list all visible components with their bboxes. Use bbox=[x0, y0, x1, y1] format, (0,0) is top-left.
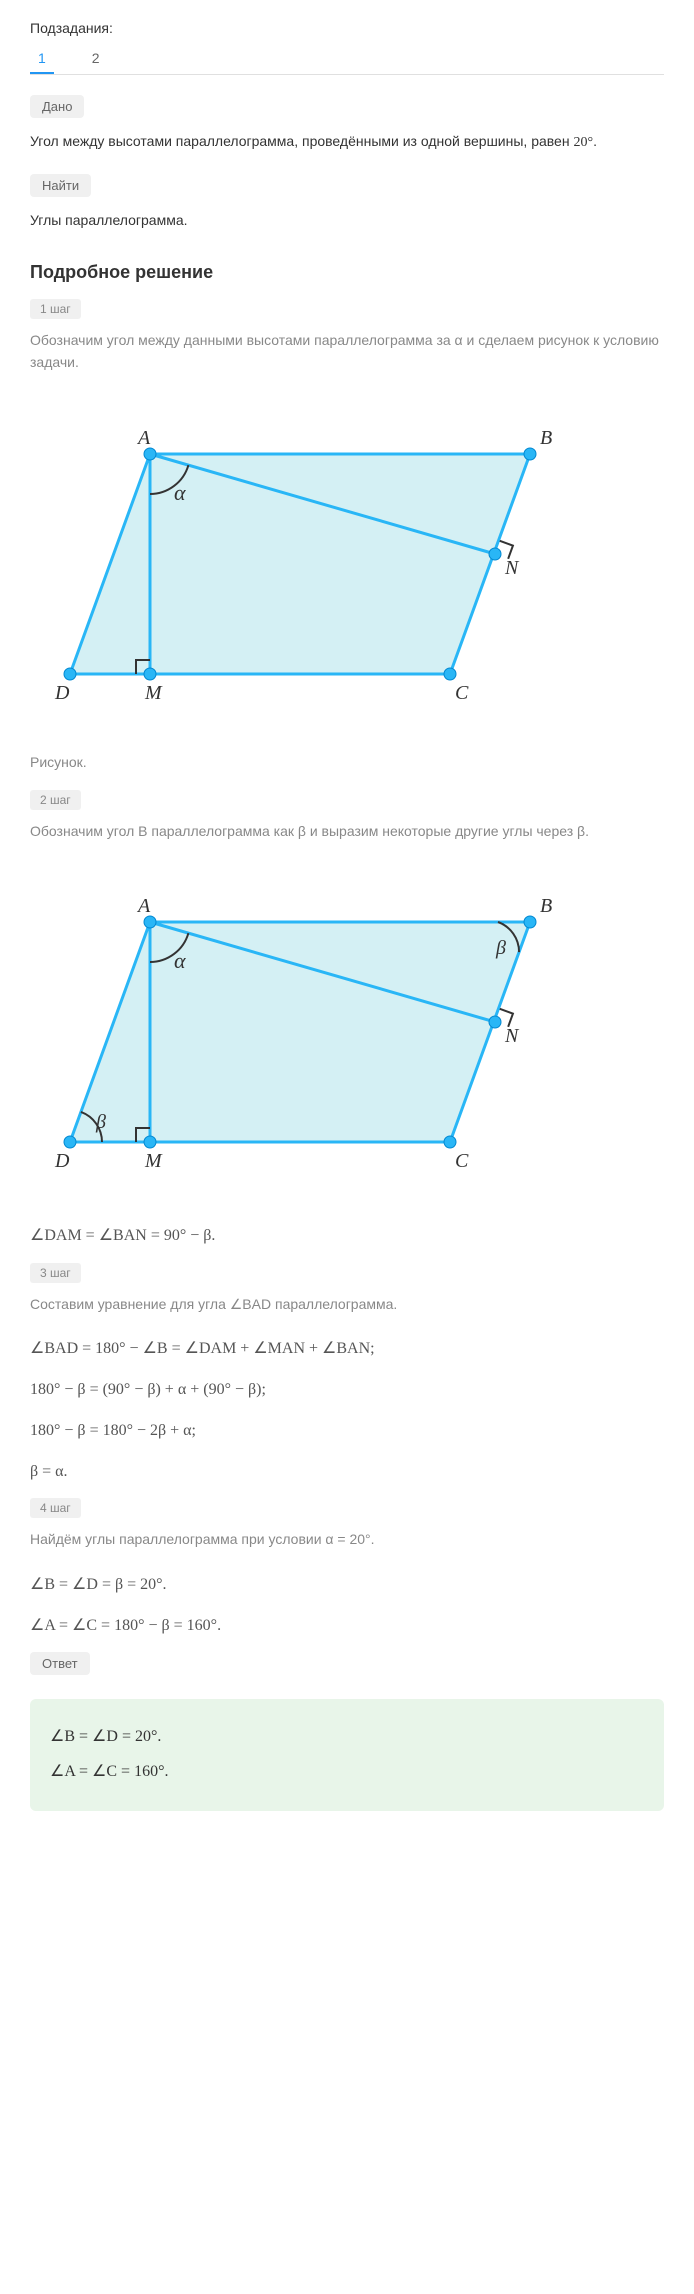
given-chip: Дано bbox=[30, 95, 84, 118]
svg-text:α: α bbox=[174, 948, 186, 973]
svg-text:A: A bbox=[136, 427, 151, 449]
svg-text:N: N bbox=[504, 1025, 520, 1047]
formula-4: 180° − β = 180° − 2β + α; bbox=[30, 1417, 664, 1446]
svg-text:M: M bbox=[144, 682, 163, 704]
answer-2: ∠A = ∠C = 160°. bbox=[50, 1758, 644, 1787]
given-text: Угол между высотами параллелограмма, про… bbox=[30, 130, 664, 154]
svg-text:D: D bbox=[54, 1150, 70, 1172]
svg-text:D: D bbox=[54, 682, 70, 704]
diagram1-caption: Рисунок. bbox=[30, 754, 664, 770]
svg-text:β: β bbox=[495, 937, 506, 959]
svg-text:B: B bbox=[540, 895, 552, 917]
formula-3: 180° − β = (90° − β) + α + (90° − β); bbox=[30, 1376, 664, 1405]
svg-text:β: β bbox=[95, 1111, 106, 1133]
formula-1: ∠DAM = ∠BAN = 90° − β. bbox=[30, 1222, 664, 1251]
find-text: Углы параллелограмма. bbox=[30, 209, 664, 231]
svg-text:α: α bbox=[174, 480, 186, 505]
step2-chip: 2 шаг bbox=[30, 790, 81, 810]
formula-6: ∠B = ∠D = β = 20°. bbox=[30, 1571, 664, 1600]
svg-text:N: N bbox=[504, 557, 520, 579]
answer-chip: Ответ bbox=[30, 1652, 90, 1675]
step3-text: Составим уравнение для угла ∠BAD паралле… bbox=[30, 1293, 664, 1315]
parallelogram-diagram-2: α β β A B C D M N bbox=[30, 872, 570, 1192]
step4-chip: 4 шаг bbox=[30, 1498, 81, 1518]
tabs: 1 2 bbox=[30, 44, 664, 75]
formula-5: β = α. bbox=[30, 1458, 664, 1487]
solution-title: Подробное решение bbox=[30, 262, 664, 283]
subtasks-label: Подзадания: bbox=[30, 20, 664, 36]
svg-text:A: A bbox=[136, 895, 151, 917]
diagram-1: α A B C D M N bbox=[30, 404, 664, 724]
given-value: 20° bbox=[573, 135, 593, 150]
svg-text:B: B bbox=[540, 427, 552, 449]
step4-text: Найдём углы параллелограмма при условии … bbox=[30, 1528, 664, 1550]
find-chip: Найти bbox=[30, 174, 91, 197]
svg-text:C: C bbox=[455, 1150, 469, 1172]
step1-text: Обозначим угол между данными высотами па… bbox=[30, 329, 664, 374]
svg-text:C: C bbox=[455, 682, 469, 704]
formula-2: ∠BAD = 180° − ∠B = ∠DAM + ∠MAN + ∠BAN; bbox=[30, 1335, 664, 1364]
tab-1[interactable]: 1 bbox=[30, 44, 54, 74]
answer-block: ∠B = ∠D = 20°. ∠A = ∠C = 160°. bbox=[30, 1699, 664, 1811]
given-text-content: Угол между высотами параллелограмма, про… bbox=[30, 133, 573, 149]
parallelogram-diagram-1: α A B C D M N bbox=[30, 404, 570, 724]
formula-7: ∠A = ∠C = 180° − β = 160°. bbox=[30, 1612, 664, 1641]
svg-text:M: M bbox=[144, 1150, 163, 1172]
answer-1: ∠B = ∠D = 20°. bbox=[50, 1723, 644, 1752]
tab-2[interactable]: 2 bbox=[84, 44, 108, 74]
step2-text: Обозначим угол B параллелограмма как β и… bbox=[30, 820, 664, 842]
diagram-2: α β β A B C D M N bbox=[30, 872, 664, 1192]
step3-chip: 3 шаг bbox=[30, 1263, 81, 1283]
step1-chip: 1 шаг bbox=[30, 299, 81, 319]
